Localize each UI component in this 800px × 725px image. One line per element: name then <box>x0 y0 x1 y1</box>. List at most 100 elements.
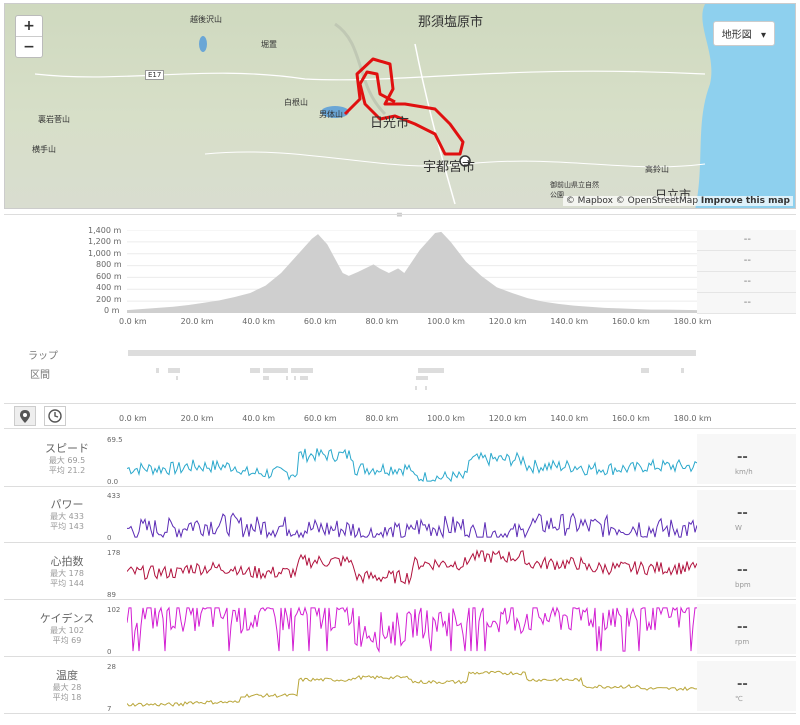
map-label-shiranesan: 白根山 <box>284 98 308 107</box>
metric-max: 最大 69.5 <box>48 456 86 465</box>
lap-bar[interactable] <box>128 350 696 356</box>
metric-series-line <box>127 670 697 707</box>
metric-label-2: 心拍数 最大 178 平均 144 <box>4 553 130 589</box>
divider <box>4 403 796 404</box>
elev-x-tick: 120.0 km <box>488 317 527 326</box>
segment-bars[interactable] <box>128 366 696 396</box>
metric-series-line <box>127 448 697 483</box>
metric-axis-max: 69.5 <box>107 436 123 444</box>
metric-current-value: -- <box>737 563 748 578</box>
elev-x-tick: 20.0 km <box>180 317 214 326</box>
elevation-chart[interactable] <box>127 230 697 313</box>
zoom-in-button[interactable]: + <box>23 18 35 34</box>
elev-x-tick: 100.0 km <box>427 317 465 326</box>
elev-x-tick: 80.0 km <box>365 317 399 326</box>
elev-y-tick: 400 m <box>96 283 122 292</box>
metric-unit: rpm <box>735 638 750 646</box>
metric-label-4: 温度 最大 28 平均 18 <box>4 667 130 703</box>
metric-title: スピード <box>45 442 89 455</box>
elev-x-tick: 0.0 km <box>119 317 147 326</box>
metric-x-tick: 180.0 km <box>673 414 712 423</box>
caret-down-icon: ▾ <box>760 30 766 41</box>
map-layer-dropdown[interactable]: 地形図 ▾ <box>712 21 775 46</box>
metric-chart-4[interactable] <box>127 661 697 711</box>
metric-axis-max: 102 <box>107 606 121 614</box>
metric-unit: W <box>735 524 742 532</box>
route-line <box>343 57 465 156</box>
metric-title: 温度 <box>56 669 78 682</box>
map-label-uraiwasuge: 裏岩菅山 <box>38 115 70 124</box>
metric-label-1: パワー 最大 433 平均 143 <box>4 496 130 532</box>
side-value: -- <box>697 272 796 293</box>
metric-avg: 平均 144 <box>50 579 84 588</box>
metric-max: 最大 433 <box>50 512 84 521</box>
elevation-area <box>127 231 697 313</box>
metric-label-3: ケイデンス 最大 102 平均 69 <box>4 610 130 646</box>
metric-x-tick: 20.0 km <box>180 414 214 423</box>
metric-series-line <box>127 549 697 586</box>
improve-map-link[interactable]: Improve this map <box>700 196 790 206</box>
metric-avg: 平均 69 <box>52 636 82 645</box>
map-label-nasushiobara: 那須塩原市 <box>418 15 484 30</box>
metric-axis-max: 433 <box>107 492 121 500</box>
metric-x-tick: 60.0 km <box>303 414 337 423</box>
metric-axis-max: 178 <box>107 549 121 557</box>
elev-x-tick: 60.0 km <box>303 317 337 326</box>
map-label-nantaisan: 男体山 <box>319 110 343 119</box>
elev-y-tick: 1,000 m <box>88 249 122 258</box>
elevation-side-panel: -- -- -- -- <box>697 230 796 314</box>
metric-x-tick: 100.0 km <box>427 414 465 423</box>
segment-label: 区間 <box>30 370 50 381</box>
elev-x-tick: 160.0 km <box>611 317 650 326</box>
route-map[interactable]: + − 地形図 ▾ 那須塩原市 日光市 宇都宮市 日立市 越後沢山 堀置 白根山… <box>4 3 796 209</box>
divider <box>4 713 796 714</box>
map-terrain <box>34 4 795 208</box>
metric-label-0: スピード 最大 69.5 平均 21.2 <box>4 440 130 476</box>
metric-side-panel <box>697 604 796 654</box>
metric-current-value: -- <box>737 506 748 521</box>
map-label-yokoteyama: 横手山 <box>32 145 56 154</box>
map-label-takasuzu: 高鈴山 <box>645 165 669 174</box>
metric-avg: 平均 18 <box>52 693 82 702</box>
metric-max: 最大 178 <box>50 569 84 578</box>
metric-axis-max: 28 <box>107 663 116 671</box>
elev-x-tick: 140.0 km <box>550 317 589 326</box>
metric-current-value: -- <box>737 450 748 465</box>
metric-axis-min: 0 <box>107 648 112 656</box>
map-attribution: © Mapbox © OpenStreetMap Improve this ma… <box>562 196 793 206</box>
elev-y-tick: 200 m <box>96 295 122 304</box>
metric-x-tick: 120.0 km <box>488 414 527 423</box>
metric-max: 最大 28 <box>52 683 82 692</box>
divider <box>4 428 796 429</box>
map-label-echigosawa: 越後沢山 <box>190 15 222 24</box>
side-value: -- <box>697 293 796 314</box>
zoom-out-button[interactable]: − <box>16 36 42 57</box>
metric-unit: ℃ <box>735 695 743 703</box>
side-value: -- <box>697 251 796 272</box>
map-label-gozenyama-park: 御前山県立自然公園 <box>550 181 599 199</box>
metric-axis-min: 0 <box>107 534 112 542</box>
metric-side-panel <box>697 547 796 597</box>
elev-y-tick: 1,200 m <box>88 237 122 246</box>
metric-chart-3[interactable] <box>127 604 697 654</box>
metric-avg: 平均 143 <box>50 522 84 531</box>
distance-mode-button[interactable] <box>14 406 36 426</box>
elev-y-tick: 0 m <box>104 306 120 315</box>
metric-series-line <box>127 512 697 540</box>
metric-unit: bpm <box>735 581 751 589</box>
map-label-utsunomiya: 宇都宮市 <box>423 160 476 175</box>
time-mode-button[interactable] <box>44 406 66 426</box>
metric-chart-0[interactable] <box>127 434 697 484</box>
metric-x-tick: 80.0 km <box>365 414 399 423</box>
map-label-nikko: 日光市 <box>370 116 410 131</box>
metric-chart-2[interactable] <box>127 547 697 597</box>
metric-axis-min: 89 <box>107 591 116 599</box>
side-value: -- <box>697 230 796 251</box>
metric-avg: 平均 21.2 <box>48 466 86 475</box>
map-label-horioki: 堀置 <box>261 40 277 49</box>
zoom-control: + − <box>15 15 43 58</box>
metric-chart-1[interactable] <box>127 490 697 540</box>
map-pin-icon <box>20 410 30 423</box>
metric-side-panel <box>697 490 796 540</box>
elev-y-tick: 1,400 m <box>88 226 122 235</box>
